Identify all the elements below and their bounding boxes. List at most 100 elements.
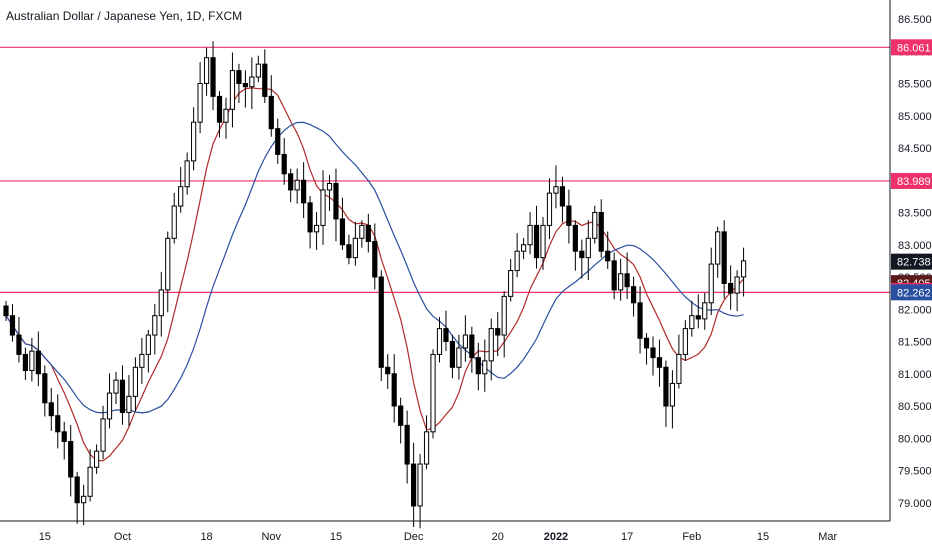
candle-body: [236, 70, 242, 84]
candle-body: [488, 328, 494, 362]
candle-body: [423, 431, 430, 465]
candle-body: [618, 273, 624, 291]
time-tick-label: Oct: [114, 531, 131, 543]
candle-body: [22, 353, 29, 372]
candle-body: [682, 328, 688, 355]
candle-body: [171, 205, 177, 239]
candle-body: [301, 179, 307, 204]
candle-body: [223, 108, 229, 123]
candle-body: [216, 95, 223, 123]
time-tick-label: 17: [621, 531, 633, 543]
price-tick-label: 80.000: [898, 433, 932, 445]
candle-body: [462, 334, 468, 349]
candle-body: [93, 450, 100, 468]
price-tick-label: 85.500: [898, 79, 932, 91]
candle-body: [333, 182, 339, 220]
axes-layer: [0, 0, 891, 522]
candle-body: [339, 218, 346, 246]
candle-body: [689, 315, 695, 330]
candle-body: [191, 121, 197, 162]
price-tick-label: 86.500: [898, 14, 932, 26]
candle-body: [372, 241, 378, 278]
candle-body: [391, 373, 397, 407]
candle-body: [456, 347, 462, 368]
candle-body: [106, 392, 113, 420]
candle-body: [68, 440, 74, 478]
candle-body: [643, 337, 650, 349]
candle-body: [650, 347, 656, 359]
candle-body: [249, 76, 255, 88]
candle-body: [695, 315, 701, 320]
price-label-text: 82.262: [897, 287, 931, 299]
candle-body: [3, 305, 9, 317]
candle-body: [132, 366, 139, 397]
candle-body: [740, 260, 747, 278]
time-tick-label: Mar: [818, 531, 837, 543]
candle-body: [708, 263, 714, 304]
time-tick-label: Nov: [261, 531, 281, 543]
candle-body: [572, 224, 578, 252]
candle-body: [268, 95, 274, 130]
candle-body: [676, 353, 682, 384]
price-tick-label: 81.000: [898, 369, 932, 381]
price-label-text: 83.989: [897, 176, 931, 188]
candle-body: [430, 353, 436, 433]
candle-body: [113, 379, 119, 394]
candle-body: [378, 276, 384, 368]
candle-body: [475, 357, 481, 375]
price-label-box: [891, 284, 932, 301]
price-tick-label: 80.500: [898, 401, 932, 413]
candle-body: [9, 315, 16, 336]
candle-body: [449, 341, 456, 368]
price-axis-labels: 86.50086.00085.50085.00084.50084.00083.5…: [898, 14, 932, 510]
time-tick-label: 15: [757, 531, 769, 543]
price-tick-label: 85.000: [898, 111, 932, 123]
time-tick-label: 2022: [544, 531, 568, 543]
candle-body: [436, 328, 443, 355]
candle-body: [352, 237, 358, 259]
candle-body: [139, 353, 145, 368]
candle-body: [546, 192, 553, 226]
candle-body: [126, 395, 132, 413]
candle-body: [61, 431, 67, 442]
candle-body: [585, 237, 591, 259]
candle-body: [16, 334, 22, 355]
candle-body: [119, 379, 126, 413]
price-label-text: 82.738: [897, 257, 931, 269]
candle-body: [527, 224, 533, 246]
candle-body: [35, 350, 41, 375]
price-label-box: [891, 39, 932, 56]
candle-body: [521, 244, 527, 252]
candle-body: [398, 405, 404, 426]
candle-body: [87, 466, 93, 497]
candle-body: [559, 186, 566, 207]
candle-body: [158, 289, 164, 317]
candle-body: [734, 276, 740, 294]
candle-body: [669, 382, 676, 407]
candle-body: [721, 231, 727, 284]
price-tick-label: 83.000: [898, 240, 932, 252]
candle-body: [320, 189, 326, 226]
candle-body: [152, 315, 158, 336]
candle-body: [307, 202, 313, 233]
time-tick-label: 20: [492, 531, 504, 543]
candle-body: [203, 57, 210, 84]
candle-body: [404, 424, 410, 465]
price-tick-label: 79.500: [898, 466, 932, 478]
candle-body: [411, 463, 417, 507]
candle-body: [715, 231, 721, 265]
candle-body: [611, 260, 617, 291]
price-tick-label: 82.000: [898, 304, 932, 316]
price-tick-label: 84.500: [898, 143, 932, 155]
candle-body: [29, 350, 35, 372]
candle-body: [55, 415, 61, 433]
candle-body: [281, 153, 287, 175]
candle-body: [514, 250, 520, 272]
time-tick-label: 15: [39, 531, 51, 543]
candle-body: [630, 286, 637, 304]
candle-body: [326, 182, 333, 191]
candle-body: [81, 495, 87, 504]
candle-body: [656, 357, 663, 368]
candle-body: [275, 128, 281, 155]
